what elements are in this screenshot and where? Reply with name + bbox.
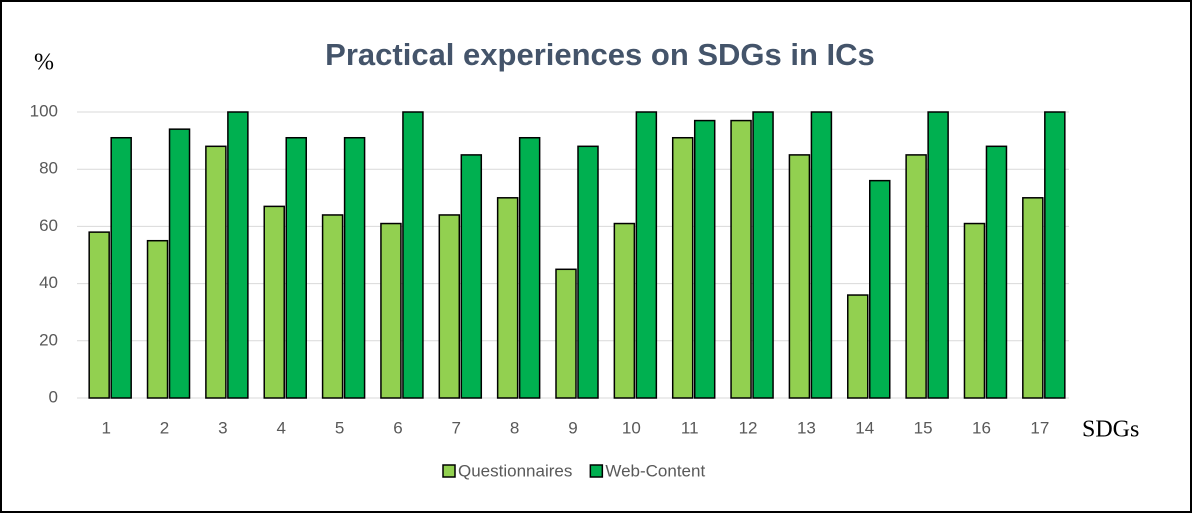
- bar: [146, 239, 169, 399]
- bar: [927, 111, 949, 399]
- chart-title: Practical experiences on SDGs in ICs: [325, 37, 875, 72]
- x-tick-label: 3: [218, 418, 227, 437]
- bar: [402, 111, 424, 399]
- bar: [555, 268, 577, 399]
- x-tick-label: 6: [393, 418, 402, 437]
- bar: [788, 154, 811, 399]
- bar: [88, 231, 110, 399]
- bar: [1044, 111, 1066, 399]
- bar: [205, 145, 227, 399]
- bar: [168, 128, 191, 399]
- bar: [752, 111, 774, 399]
- bar: [671, 136, 694, 399]
- x-tick-label: 2: [160, 418, 169, 437]
- x-tick-label: 16: [972, 418, 991, 437]
- bar: [869, 179, 891, 399]
- x-tick-label: 10: [622, 418, 641, 437]
- x-tick-label: 8: [510, 418, 519, 437]
- x-tick-label: 13: [797, 418, 816, 437]
- bar: [263, 205, 285, 399]
- bar: [905, 154, 927, 399]
- x-tick-label: 17: [1030, 418, 1049, 437]
- bar: [227, 111, 249, 399]
- bar: [343, 136, 366, 399]
- bar: [438, 214, 461, 399]
- bar: [985, 145, 1008, 399]
- y-axis-label: %: [34, 50, 54, 76]
- bar: [321, 214, 344, 399]
- y-tick-label: 100: [30, 101, 58, 120]
- y-tick-label: 20: [39, 330, 58, 349]
- x-tick-label: 11: [681, 418, 699, 437]
- x-tick-label: 9: [568, 418, 577, 437]
- y-tick-label: 0: [49, 387, 58, 406]
- bar: [613, 222, 636, 399]
- bar: [1022, 197, 1044, 399]
- bar: [460, 154, 483, 399]
- y-tick-label: 60: [39, 216, 58, 235]
- y-tick-label: 80: [39, 159, 58, 178]
- bar: [635, 111, 658, 399]
- x-tick-label: 12: [739, 418, 758, 437]
- bar: [110, 136, 132, 399]
- bar: [380, 222, 402, 399]
- bar: [285, 136, 307, 399]
- bar: [847, 294, 869, 399]
- x-tick-label: 1: [101, 418, 110, 437]
- x-tick-label: 15: [914, 418, 933, 437]
- legend-label: Web-Content: [605, 461, 705, 480]
- bar: [496, 197, 519, 399]
- x-tick-label: 4: [277, 418, 286, 437]
- legend-label: Questionnaires: [458, 461, 572, 480]
- legend-swatch: [589, 464, 604, 478]
- bar: [518, 136, 541, 399]
- x-axis-label: SDGs: [1082, 417, 1139, 443]
- bar: [963, 222, 986, 399]
- bar: [577, 145, 599, 399]
- legend-swatch: [442, 464, 456, 478]
- x-tick-label: 7: [452, 418, 461, 437]
- bar: [730, 119, 752, 399]
- x-tick-label: 14: [855, 418, 874, 437]
- x-tick-label: 5: [335, 418, 344, 437]
- y-tick-label: 40: [39, 273, 58, 292]
- bar: [810, 111, 833, 399]
- bar: [693, 119, 716, 399]
